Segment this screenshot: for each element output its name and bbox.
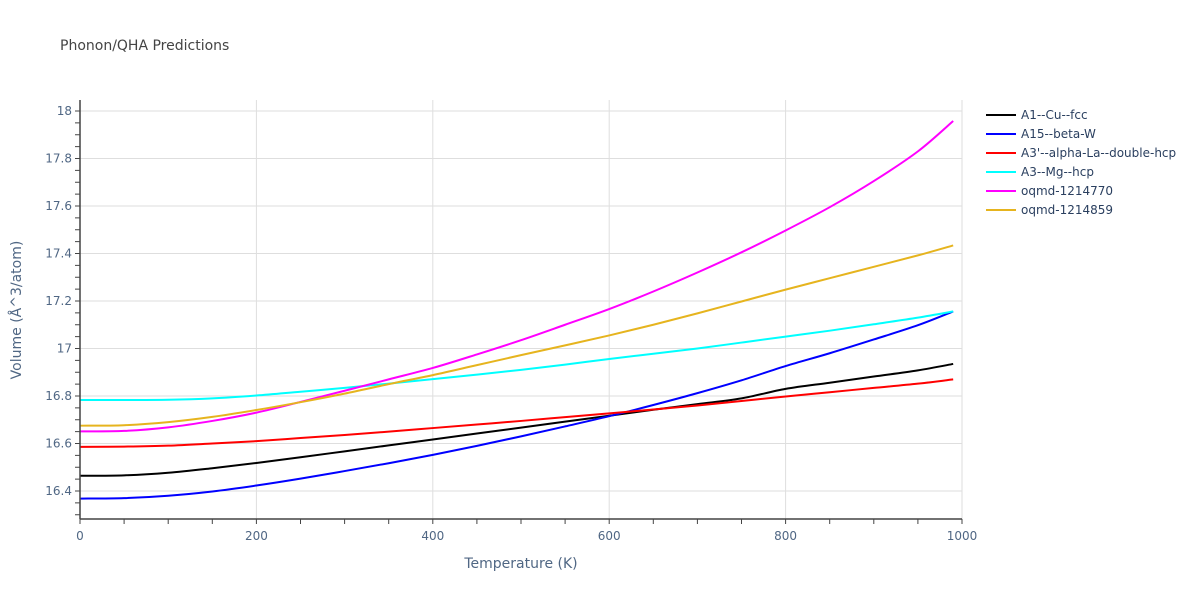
y-axis-title: Volume (Å^3/atom) <box>8 241 25 380</box>
x-tick-label: 200 <box>245 529 268 543</box>
y-tick-label: 17 <box>57 342 72 356</box>
series-line[interactable] <box>79 310 954 500</box>
legend-label: A15--beta-W <box>1021 127 1096 141</box>
plot-area[interactable] <box>79 120 954 500</box>
legend-label: oqmd-1214770 <box>1021 184 1113 198</box>
legend-item[interactable]: A1--Cu--fcc <box>986 108 1088 122</box>
legend-item[interactable]: oqmd-1214859 <box>986 203 1113 217</box>
y-tick-label: 17.4 <box>45 247 72 261</box>
y-tick-label: 17.6 <box>45 199 72 213</box>
y-tick-label: 16.8 <box>45 389 72 403</box>
x-tick-label: 0 <box>76 529 84 543</box>
axes: 0 200 400 600 800 1000 16.4 16.6 16.8 17 17.2 17.4 1… <box>45 100 977 543</box>
legend-item[interactable]: A3'--alpha-La--double-hcp <box>986 146 1176 160</box>
y-tick-label: 16.4 <box>45 484 72 498</box>
x-tick-label: 400 <box>421 529 444 543</box>
grid-lines <box>80 100 963 519</box>
x-axis-title: Temperature (K) <box>463 556 577 572</box>
series-line[interactable] <box>79 120 954 433</box>
legend-item[interactable]: A3--Mg--hcp <box>986 165 1094 179</box>
legend-label: oqmd-1214859 <box>1021 203 1113 217</box>
legend-item[interactable]: oqmd-1214770 <box>986 184 1113 198</box>
legend-label: A1--Cu--fcc <box>1021 108 1088 122</box>
legend-label: A3'--alpha-La--double-hcp <box>1021 146 1176 160</box>
x-tick-label: 600 <box>598 529 621 543</box>
series-line[interactable] <box>79 244 954 427</box>
series-line[interactable] <box>79 362 954 477</box>
legend-label: A3--Mg--hcp <box>1021 165 1094 179</box>
y-tick-label: 16.6 <box>45 437 72 451</box>
x-tick-label: 800 <box>774 529 797 543</box>
y-tick-label: 17.2 <box>45 294 72 308</box>
legend-item[interactable]: A15--beta-W <box>986 127 1096 141</box>
chart-title: Phonon/QHA Predictions <box>60 38 229 54</box>
series-line[interactable] <box>79 310 954 402</box>
series-line[interactable] <box>79 378 954 448</box>
x-tick-label: 1000 <box>947 529 978 543</box>
y-tick-label: 18 <box>57 104 72 118</box>
y-tick-label: 17.8 <box>45 152 72 166</box>
legend: A1--Cu--fcc A15--beta-W A3'--alpha-La--dou… <box>986 108 1176 217</box>
